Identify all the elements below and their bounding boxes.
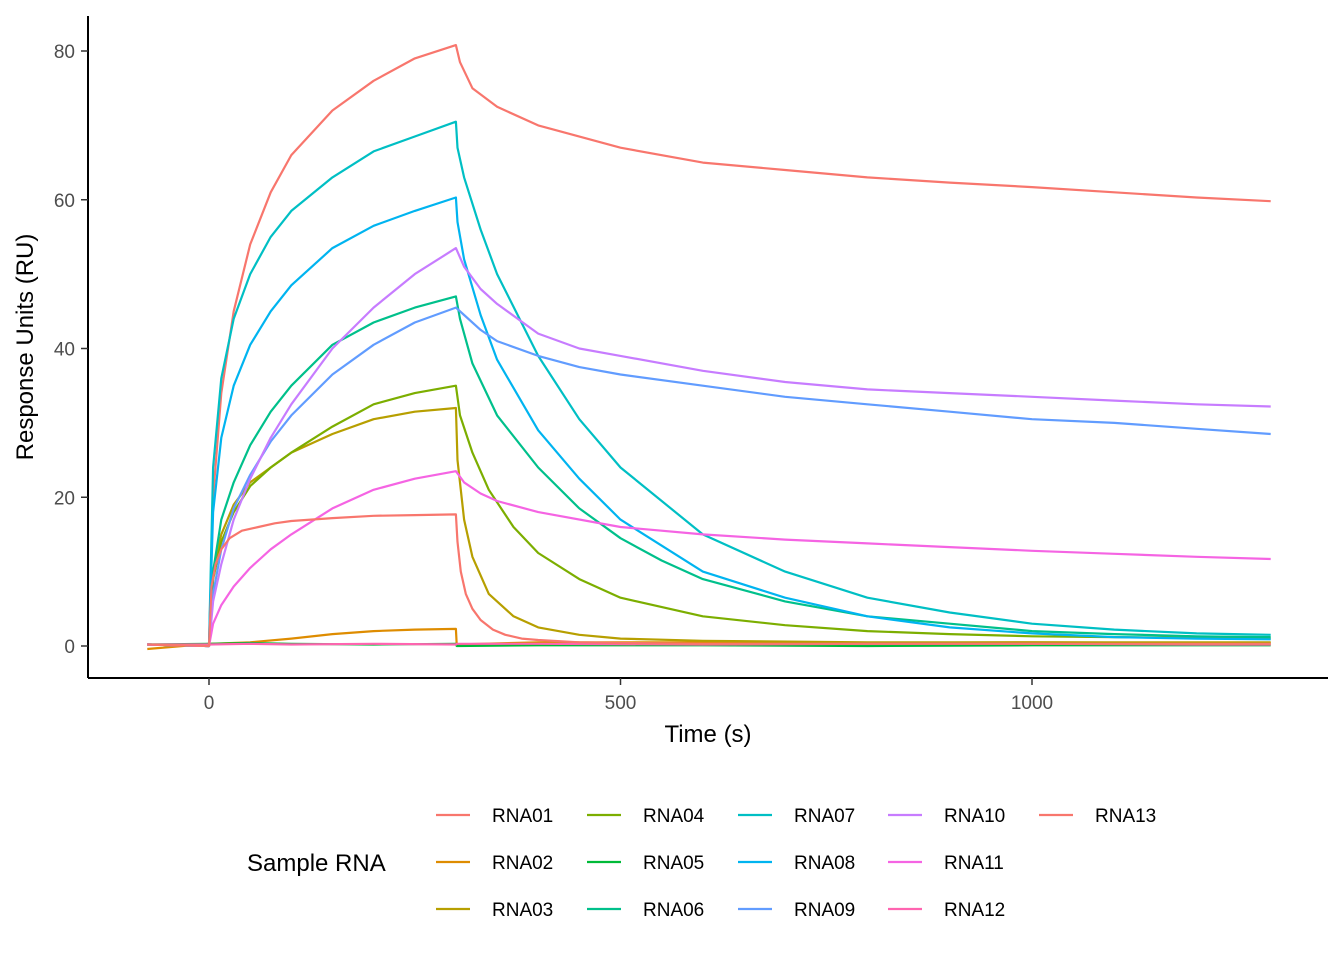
y-tick-label: 80 (54, 42, 75, 63)
legend-item-rna07: RNA07 (738, 806, 855, 827)
legend-item-rna13: RNA13 (1039, 806, 1156, 827)
x-axis-title: Time (s) (664, 721, 751, 748)
legend-item-rna09: RNA09 (738, 900, 855, 921)
y-axis-title: Response Units (RU) (12, 234, 39, 461)
series-line-rna06 (147, 295, 1271, 648)
legend-item-rna12: RNA12 (888, 900, 1005, 921)
legend-label: RNA08 (794, 853, 855, 874)
legend-item-rna03: RNA03 (436, 900, 553, 921)
series-line-rna09 (147, 306, 1271, 648)
legend-label: RNA05 (643, 853, 704, 874)
legend-label: RNA02 (492, 853, 553, 874)
legend-item-rna02: RNA02 (436, 853, 553, 874)
x-tick-label: 0 (204, 693, 215, 714)
series-line-rna13 (147, 513, 1271, 648)
legend-label: RNA11 (944, 853, 1004, 874)
legend-label: RNA09 (794, 900, 855, 921)
legend-label: RNA04 (643, 806, 705, 827)
legend-item-rna10: RNA10 (888, 806, 1005, 827)
legend-item-rna05: RNA05 (587, 853, 704, 874)
legend: Sample RNA RNA01RNA02RNA03RNA04RNA05RNA0… (247, 806, 1156, 921)
legend-item-rna11: RNA11 (888, 853, 1004, 874)
legend-label: RNA03 (492, 900, 553, 921)
series-line-rna08 (147, 196, 1271, 648)
legend-item-rna06: RNA06 (587, 900, 704, 921)
y-tick-label: 20 (54, 488, 75, 509)
legend-label: RNA06 (643, 900, 704, 921)
y-tick-label: 60 (54, 191, 75, 212)
legend-item-rna08: RNA08 (738, 853, 855, 874)
legend-item-rna04: RNA04 (587, 806, 705, 827)
series-lines (147, 43, 1271, 651)
legend-label: RNA07 (794, 806, 855, 827)
legend-label: RNA01 (492, 806, 553, 827)
series-line-rna01 (147, 43, 1271, 648)
series-line-rna11 (147, 470, 1271, 648)
series-line-rna10 (147, 247, 1271, 648)
legend-items: RNA01 RNA02 RNA03 RNA04 RNA05 RNA06 RNA07 RNA08… (436, 806, 1156, 921)
y-axis-ticks: 0 20 40 60 80 (54, 42, 88, 658)
x-tick-label: 1000 (1011, 693, 1053, 714)
series-line-rna03 (147, 406, 1271, 648)
legend-item-rna01: RNA01 (436, 806, 553, 827)
y-tick-label: 0 (64, 637, 75, 658)
x-tick-label: 500 (605, 693, 637, 714)
y-tick-label: 40 (54, 340, 75, 361)
x-axis-ticks: 0 500 1000 (204, 678, 1053, 714)
legend-label: RNA13 (1095, 806, 1156, 827)
legend-label: RNA12 (944, 900, 1005, 921)
series-line-rna07 (147, 120, 1271, 648)
legend-label: RNA10 (944, 806, 1005, 827)
legend-title: Sample RNA (247, 850, 386, 877)
series-line-rna04 (147, 384, 1271, 648)
